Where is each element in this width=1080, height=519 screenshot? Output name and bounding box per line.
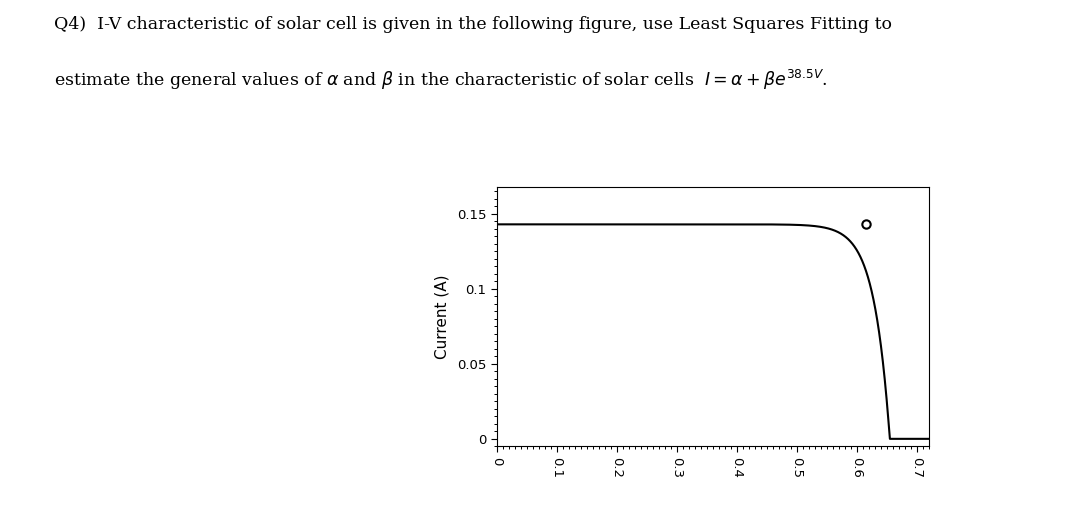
Text: estimate the general values of $\alpha$ and $\beta$ in the characteristic of sol: estimate the general values of $\alpha$ … [54, 67, 827, 91]
Y-axis label: Current (A): Current (A) [435, 275, 450, 359]
Text: Q4)  I-V characteristic of solar cell is given in the following figure, use Leas: Q4) I-V characteristic of solar cell is … [54, 16, 892, 33]
